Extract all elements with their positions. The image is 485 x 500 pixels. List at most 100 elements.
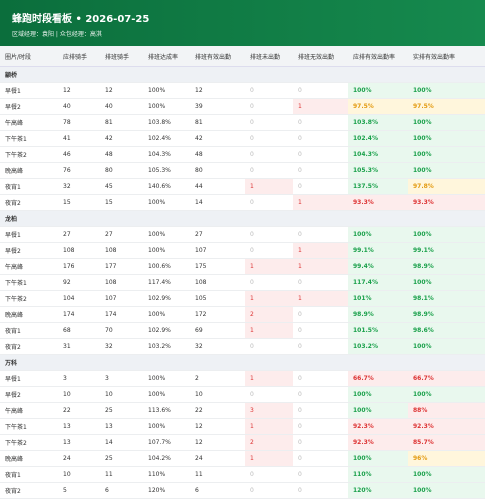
cell: 1	[245, 290, 293, 307]
data-row: 夜宵2 15 15 100% 14 0 1 93.3% 93.3%	[0, 194, 485, 211]
cell: 92.3%	[408, 418, 485, 435]
cell: 午高峰	[0, 402, 58, 419]
cell: 176	[58, 258, 100, 275]
column-header: 排班无效出勤	[293, 46, 348, 67]
data-row: 夜宵1 32 45 140.6% 44 1 0 137.5% 97.8%	[0, 178, 485, 195]
data-row: 夜宵1 68 70 102.9% 69 1 0 101.5% 98.6%	[0, 322, 485, 339]
cell: 31	[58, 338, 100, 355]
cell: 1	[293, 194, 348, 211]
cell: 27	[190, 226, 245, 243]
cell: 100%	[408, 114, 485, 131]
data-row: 下午茶2 46 48 104.3% 48 0 0 104.3% 100%	[0, 146, 485, 163]
cell: 103.2%	[348, 338, 408, 355]
group-row: 颛桥	[0, 66, 485, 83]
cell: 100%	[348, 402, 408, 419]
data-row: 早餐1 27 27 100% 27 0 0 100% 100%	[0, 226, 485, 243]
cell: 97.5%	[408, 98, 485, 115]
cell: 夜宵1	[0, 178, 58, 195]
cell: 100%	[143, 386, 190, 403]
cell: 32	[190, 338, 245, 355]
cell: 110%	[143, 466, 190, 483]
cell: 100%	[348, 226, 408, 243]
cell: 100%	[143, 242, 190, 259]
cell: 98.9%	[408, 258, 485, 275]
cell: 102.4%	[348, 130, 408, 147]
cell: 100%	[348, 386, 408, 403]
cell: 0	[245, 114, 293, 131]
data-row: 午高峰 176 177 100.6% 175 1 1 99.4% 98.9%	[0, 258, 485, 275]
cell: 107	[190, 242, 245, 259]
cell: 177	[100, 258, 143, 275]
cell: 140.6%	[143, 178, 190, 195]
data-row: 早餐1 3 3 100% 2 1 0 66.7% 66.7%	[0, 370, 485, 387]
cell: 104.3%	[143, 146, 190, 163]
cell: 0	[293, 146, 348, 163]
cell: 11	[100, 466, 143, 483]
cell: 14	[100, 434, 143, 451]
cell: 10	[190, 386, 245, 403]
cell: 113.6%	[143, 402, 190, 419]
cell: 107	[100, 290, 143, 307]
cell: 110%	[348, 466, 408, 483]
cell: 夜宵2	[0, 194, 58, 211]
cell: 44	[190, 178, 245, 195]
data-row: 下午茶1 13 13 100% 12 1 0 92.3% 92.3%	[0, 418, 485, 435]
cell: 夜宵2	[0, 482, 58, 499]
cell: 105.3%	[348, 162, 408, 179]
cell: 午高峰	[0, 114, 58, 131]
title: 蜂跑时段看板 • 2026-07-25	[12, 14, 150, 25]
cell: 0	[293, 274, 348, 291]
cell: 81	[190, 114, 245, 131]
cell: 0	[293, 402, 348, 419]
cell: 46	[58, 146, 100, 163]
cell: 6	[100, 482, 143, 499]
cell: 100%	[348, 450, 408, 467]
column-header: 圈片/时段	[0, 46, 58, 67]
cell: 10	[58, 466, 100, 483]
cell: 早餐1	[0, 370, 58, 387]
cell: 100%	[408, 482, 485, 499]
cell: 39	[190, 98, 245, 115]
cell: 1	[245, 258, 293, 275]
cell: 45	[100, 178, 143, 195]
cell: 105	[190, 290, 245, 307]
cell: 103.8%	[143, 114, 190, 131]
column-header: 排班达成率	[143, 46, 190, 67]
cell: 1	[293, 290, 348, 307]
cell: 1	[245, 450, 293, 467]
cell: 48	[100, 146, 143, 163]
cell: 40	[100, 98, 143, 115]
cell: 晚高峰	[0, 450, 58, 467]
cell: 12	[190, 418, 245, 435]
cell: 0	[245, 82, 293, 99]
data-row: 午高峰 78 81 103.8% 81 0 0 103.8% 100%	[0, 114, 485, 131]
cell: 98.9%	[408, 306, 485, 323]
cell: 下午茶1	[0, 274, 58, 291]
cell: 70	[100, 322, 143, 339]
cell: 0	[293, 306, 348, 323]
cell: 下午茶2	[0, 434, 58, 451]
cell: 5	[58, 482, 100, 499]
cell: 夜宵2	[0, 338, 58, 355]
cell: 0	[245, 274, 293, 291]
cell: 22	[190, 402, 245, 419]
cell: 11	[190, 466, 245, 483]
cell: 108	[100, 274, 143, 291]
cell: 40	[58, 98, 100, 115]
cell: 42	[190, 130, 245, 147]
data-row: 晚高峰 24 25 104.2% 24 1 0 100% 96%	[0, 450, 485, 467]
cell: 下午茶2	[0, 290, 58, 307]
cell: 117.4%	[143, 274, 190, 291]
cell: 0	[293, 466, 348, 483]
cell: 92.3%	[348, 418, 408, 435]
cell: 0	[245, 466, 293, 483]
data-row: 夜宵2 5 6 120% 6 0 0 120% 100%	[0, 482, 485, 499]
cell: 76	[58, 162, 100, 179]
cell: 100%	[348, 82, 408, 99]
cell: 早餐2	[0, 98, 58, 115]
cell: 0	[245, 98, 293, 115]
table: 圈片/时段 应排骑手 排班骑手 排班达成率 排班有效出勤 排班未出勤 排班无效出勤 应排有效出…	[0, 46, 485, 499]
cell: 81	[100, 114, 143, 131]
cell: 69	[190, 322, 245, 339]
